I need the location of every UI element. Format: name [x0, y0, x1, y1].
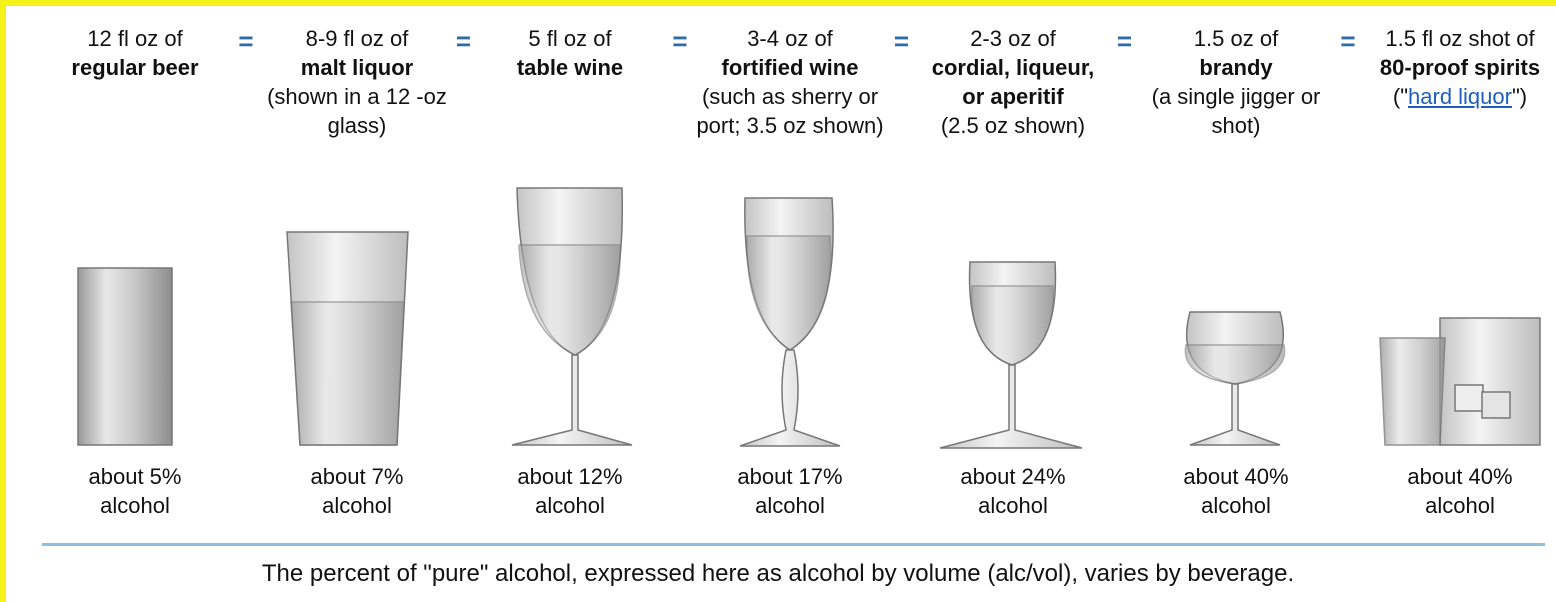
alcohol-label: about 40% alcohol — [1183, 464, 1289, 518]
drink-name: cordial, liqueur, or aperitif — [931, 55, 1095, 109]
drink-name: regular beer — [71, 55, 199, 80]
amount: 1.5 fl oz shot of — [1385, 26, 1535, 51]
equals-sign: = — [238, 26, 254, 56]
equals-sign: = — [1340, 26, 1356, 56]
equals-sign: = — [1116, 26, 1133, 56]
equals-sign: = — [672, 26, 688, 56]
drink-heading: 5 fl oz of table wine — [475, 24, 665, 82]
equals-sign: = — [893, 26, 910, 56]
amount: 2-3 oz of — [970, 26, 1056, 51]
amount: 3-4 oz of — [747, 26, 833, 51]
alcohol-label: about 12% alcohol — [517, 464, 623, 518]
note: (a single jigger or shot) — [1151, 84, 1321, 138]
amount: 1.5 oz of — [1193, 26, 1279, 51]
link[interactable]: hard liquor — [1408, 84, 1512, 109]
caption: The percent of "pure" alcohol, expressed… — [261, 560, 1295, 587]
note: (shown in a 12 -oz glass) — [267, 84, 447, 138]
drink-heading: 1.5 fl oz shot of 80-proof spirits ("hard … — [1365, 24, 1555, 111]
note: (2.5 oz shown) — [940, 113, 1086, 138]
note: (such as sherry or port; 3.5 oz shown) — [696, 84, 884, 138]
drink-heading: 1.5 oz of brandy (a single jigger or shot) — [1141, 24, 1331, 140]
note-prefix: (" — [1392, 84, 1409, 109]
divider — [42, 543, 1545, 546]
drink-name: malt liquor — [300, 55, 414, 80]
note-suffix: ") — [1511, 84, 1528, 109]
alcohol-label: about 5% alcohol — [88, 464, 182, 518]
amount: 5 fl oz of — [528, 26, 612, 51]
alcohol-label: about 17% alcohol — [737, 464, 843, 518]
drink-name: 80-proof spirits — [1379, 55, 1541, 80]
alcohol-label: about 40% alcohol — [1407, 464, 1513, 518]
alcohol-label: about 24% alcohol — [960, 464, 1066, 518]
amount: 8-9 fl oz of — [305, 26, 409, 51]
drink-heading: 3-4 oz of fortified wine (such as sherry o… — [695, 24, 885, 140]
glass-drawings — [77, 187, 1541, 449]
alcohol-label: about 7% alcohol — [310, 464, 404, 518]
note: ("hard liquor") — [1365, 82, 1555, 111]
drink-heading: 2-3 oz of cordial, liqueur, or aperitif (2… — [918, 24, 1108, 140]
drink-heading: 12 fl oz of regular beer — [40, 24, 230, 82]
drink-name: table wine — [516, 55, 624, 80]
drink-heading: 8-9 fl oz of malt liquor (shown in a 12 -o… — [262, 24, 452, 140]
amount: 12 fl oz of — [87, 26, 183, 51]
equals-sign: = — [455, 26, 472, 56]
drink-name: fortified wine — [721, 55, 859, 80]
drink-name: brandy — [1199, 55, 1273, 80]
